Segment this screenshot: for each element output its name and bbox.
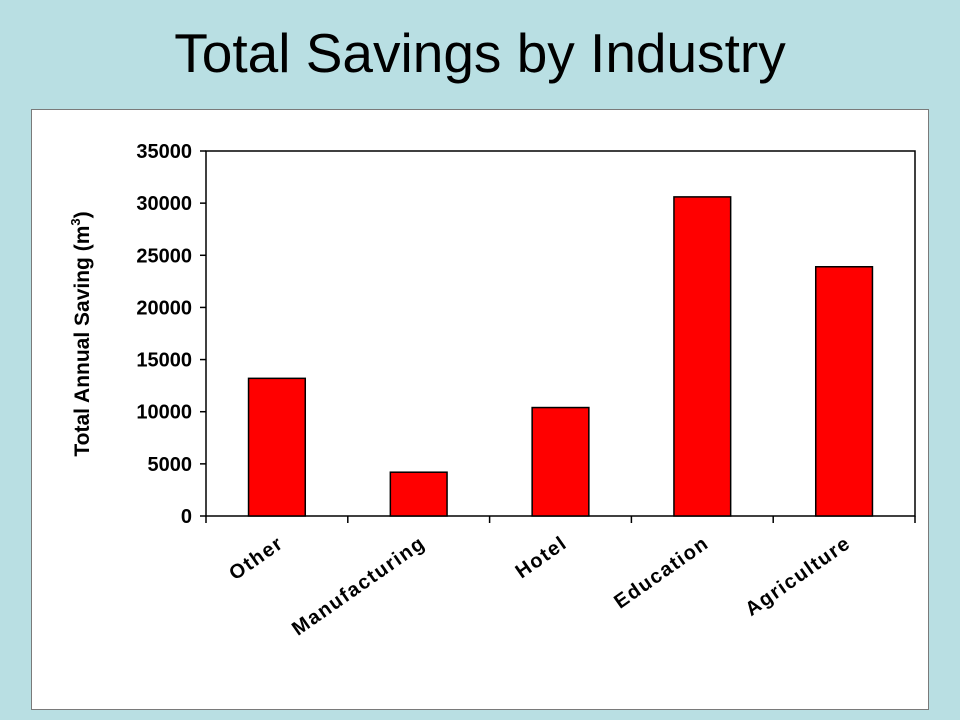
x-tick-label: Manufacturing: [288, 532, 429, 640]
bar-hotel: [531, 406, 590, 517]
bar-chart: 0 5000 10000 15000 20000 25000 30000 35000 Othe…: [68, 141, 916, 640]
bar-education: [673, 196, 732, 517]
y-tick-label: 5000: [148, 454, 193, 476]
bar-agriculture: [814, 266, 874, 517]
bar-layer: [247, 196, 874, 517]
x-tick-label: Agriculture: [741, 532, 855, 621]
y-axis-title-suffix: ): [71, 211, 94, 218]
slide-title: Total Savings by Industry: [174, 22, 786, 84]
y-tick-label: 15000: [136, 350, 192, 372]
x-tick-label: Hotel: [512, 532, 572, 583]
x-tick-label: Education: [610, 532, 713, 613]
y-axis-title: Total Annual Saving (m3): [68, 211, 94, 456]
y-tick-label: 35000: [136, 141, 192, 163]
y-tick-label: 20000: [136, 297, 192, 319]
y-tick-label: 25000: [136, 245, 192, 267]
y-axis-title-main: Total Annual Saving (m: [71, 226, 94, 457]
y-tick-label: 30000: [136, 193, 192, 215]
chart-area: 0 5000 10000 15000 20000 25000 30000 35000 Othe…: [31, 109, 929, 710]
y-axis-title-superscript: 3: [68, 218, 83, 225]
tick-layer: 0 5000 10000 15000 20000 25000 30000 35000: [136, 141, 916, 528]
bar-other: [247, 377, 307, 517]
bar-manufacturing: [389, 471, 448, 517]
y-tick-label: 10000: [136, 402, 192, 424]
x-tick-label-layer: Other Manufacturing Hotel Education Agricult…: [225, 532, 855, 640]
y-tick-label: 0: [181, 506, 192, 528]
x-tick-label: Other: [225, 532, 287, 585]
